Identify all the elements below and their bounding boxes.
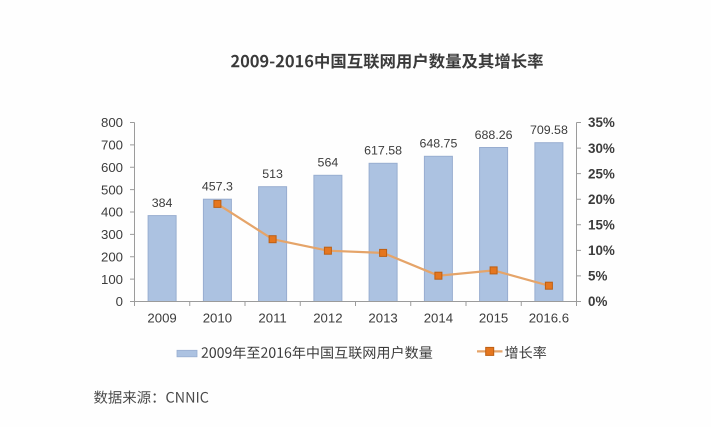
svg-text:0%: 0% <box>588 294 607 309</box>
svg-text:2009: 2009 <box>147 310 176 325</box>
svg-text:384: 384 <box>152 196 173 210</box>
svg-text:200: 200 <box>101 249 123 264</box>
svg-text:617.58: 617.58 <box>364 144 402 158</box>
svg-text:0: 0 <box>116 294 123 309</box>
svg-text:688.26: 688.26 <box>475 128 513 142</box>
svg-text:800: 800 <box>101 115 123 130</box>
svg-text:648.75: 648.75 <box>419 137 457 151</box>
svg-text:564: 564 <box>318 156 339 170</box>
svg-text:5%: 5% <box>588 269 607 284</box>
svg-text:709.58: 709.58 <box>530 123 568 137</box>
svg-text:2011: 2011 <box>258 310 286 325</box>
svg-text:2010: 2010 <box>203 310 232 325</box>
svg-text:35%: 35% <box>588 115 615 130</box>
svg-text:2014: 2014 <box>424 310 453 325</box>
svg-text:500: 500 <box>101 182 123 197</box>
svg-text:400: 400 <box>101 205 123 220</box>
svg-text:457.3: 457.3 <box>202 180 233 194</box>
svg-text:15%: 15% <box>588 218 615 233</box>
svg-text:513: 513 <box>262 167 283 181</box>
svg-text:700: 700 <box>101 138 123 153</box>
svg-text:100: 100 <box>101 272 123 287</box>
svg-text:10%: 10% <box>588 243 615 258</box>
svg-text:2016.6: 2016.6 <box>529 310 569 325</box>
svg-text:2012: 2012 <box>313 310 342 325</box>
svg-text:2013: 2013 <box>368 310 397 325</box>
svg-text:300: 300 <box>101 227 123 242</box>
svg-text:30%: 30% <box>588 141 615 156</box>
svg-text:20%: 20% <box>588 192 615 207</box>
svg-text:600: 600 <box>101 160 123 175</box>
svg-text:2015: 2015 <box>479 310 508 325</box>
svg-text:25%: 25% <box>588 166 615 181</box>
